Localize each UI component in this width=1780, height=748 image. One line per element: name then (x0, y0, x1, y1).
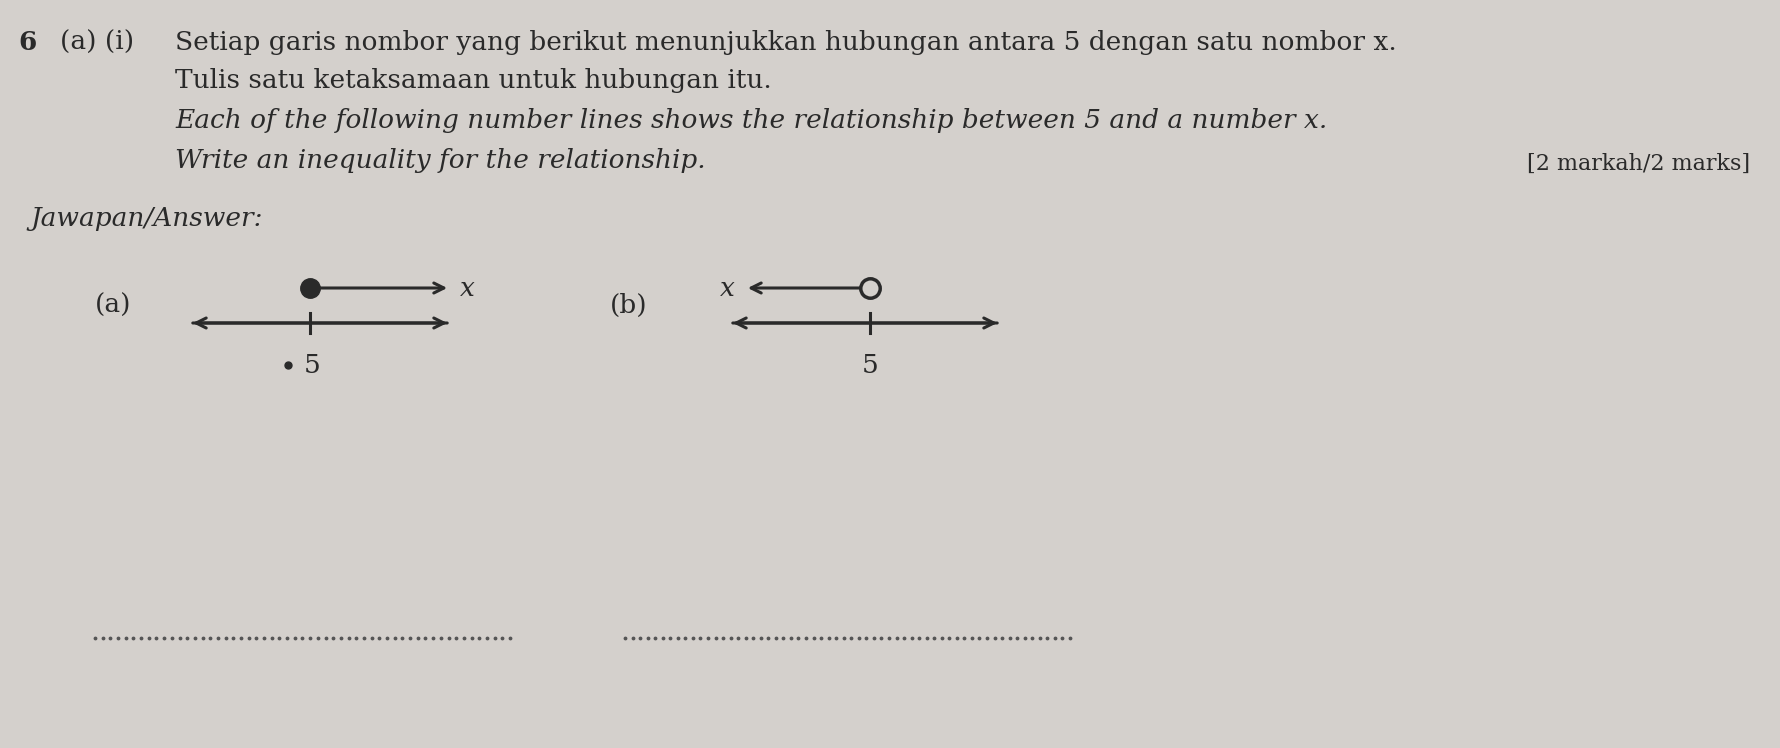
Text: (a) (i): (a) (i) (61, 30, 134, 55)
Text: (b): (b) (611, 293, 648, 318)
Text: x: x (459, 275, 475, 301)
Text: x: x (719, 275, 735, 301)
Text: Each of the following number lines shows the relationship between 5 and a number: Each of the following number lines shows… (174, 108, 1326, 133)
Text: 5: 5 (303, 352, 320, 378)
Text: Write an inequality for the relationship.: Write an inequality for the relationship… (174, 148, 705, 173)
Text: (a): (a) (94, 293, 132, 318)
Text: Tulis satu ketaksamaan untuk hubungan itu.: Tulis satu ketaksamaan untuk hubungan it… (174, 68, 771, 93)
Text: 5: 5 (862, 352, 878, 378)
Text: Setiap garis nombor yang berikut menunjukkan hubungan antara 5 dengan satu nombo: Setiap garis nombor yang berikut menunju… (174, 30, 1396, 55)
Text: [2 markah/2 marks]: [2 markah/2 marks] (1525, 153, 1750, 175)
Text: Jawapan/Answer:: Jawapan/Answer: (30, 206, 262, 231)
Text: 6: 6 (18, 30, 36, 55)
